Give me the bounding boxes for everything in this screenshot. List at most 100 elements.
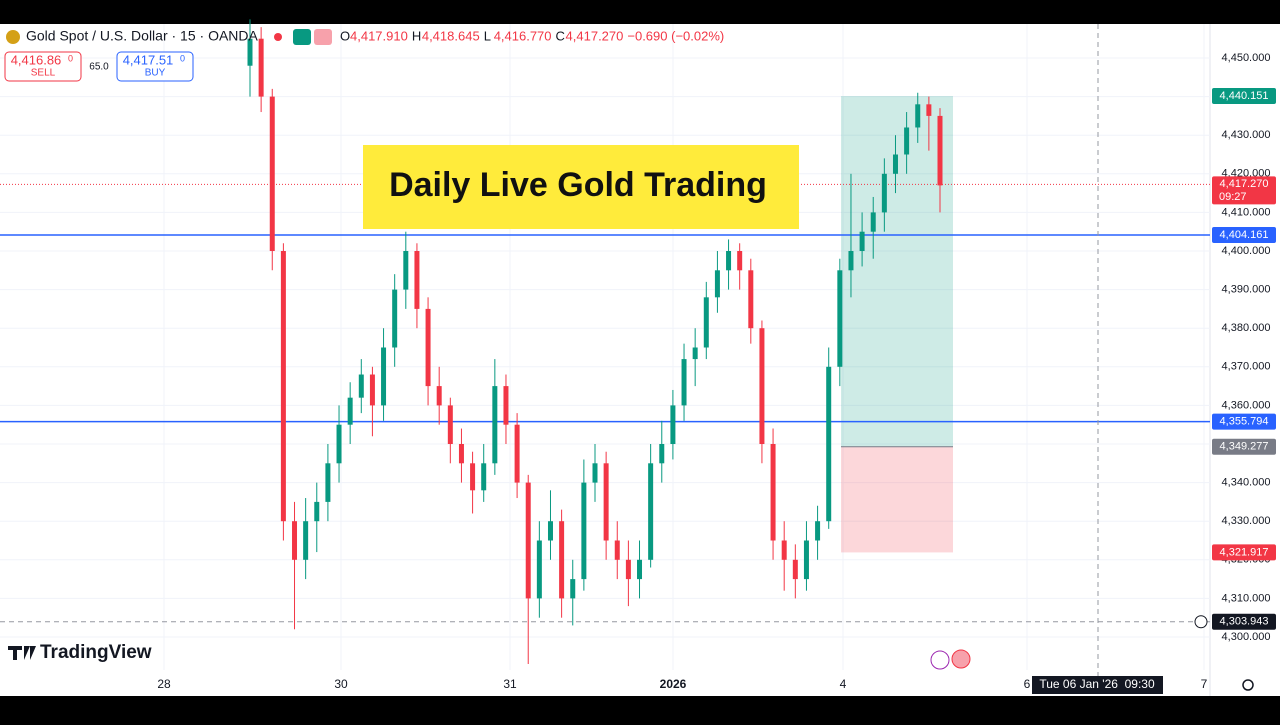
x-tick-label: 4 xyxy=(840,677,847,691)
candle-body xyxy=(648,463,654,560)
sell-button[interactable] xyxy=(4,51,82,82)
price-tag-label: 4,349.277 xyxy=(1220,441,1269,453)
buy-button[interactable] xyxy=(116,51,194,82)
status-dot xyxy=(274,33,282,41)
candle-body xyxy=(403,251,409,290)
candle-body xyxy=(937,115,943,186)
candle-body xyxy=(625,559,631,580)
candle-body xyxy=(292,521,298,560)
candle-body xyxy=(492,386,498,464)
candle-body xyxy=(770,444,776,541)
ohlc-value: 4,417.270 xyxy=(566,28,624,43)
candle-body xyxy=(247,38,253,66)
target-zone xyxy=(841,96,953,447)
candle-body xyxy=(737,251,743,271)
ohlc-key: L xyxy=(484,28,491,43)
candle-body xyxy=(280,251,286,522)
candle-body xyxy=(447,405,453,444)
banner-box xyxy=(363,145,799,229)
symbol-icon xyxy=(6,30,20,44)
candle-body xyxy=(570,579,576,599)
candle-body xyxy=(525,482,531,599)
candle-body xyxy=(303,521,309,560)
candle-body xyxy=(481,463,487,491)
candle-body xyxy=(670,405,676,444)
candle-body xyxy=(692,347,698,360)
ohlc-key: O xyxy=(340,28,350,43)
candle-body xyxy=(314,501,320,522)
event-icon[interactable] xyxy=(930,650,950,670)
candle-body xyxy=(826,366,832,522)
buy-price: 4,417.51 xyxy=(123,52,174,67)
plot xyxy=(0,19,1210,676)
ohlc-value: 4,418.645 xyxy=(422,28,480,43)
sell-label: SELL xyxy=(31,68,56,79)
candle-body xyxy=(436,386,442,406)
candle-body xyxy=(614,540,620,560)
y-tick-label: 4,450.000 xyxy=(1222,52,1271,64)
candle-body xyxy=(759,328,765,444)
price-tag-label: 4,404.161 xyxy=(1220,229,1269,241)
settings-icon[interactable] xyxy=(1242,679,1254,691)
candle-body xyxy=(603,463,609,541)
candle-body xyxy=(726,251,732,271)
candle-body xyxy=(503,386,509,425)
stop-zone xyxy=(841,446,953,553)
candle-body xyxy=(803,540,809,580)
price-tag-label: 4,321.917 xyxy=(1220,546,1269,558)
candle-body xyxy=(369,374,375,406)
market-open-icon xyxy=(293,29,311,45)
candle-body xyxy=(659,444,665,464)
logo-icon xyxy=(8,646,36,660)
candle-body xyxy=(848,251,854,271)
candle-body xyxy=(815,521,821,541)
x-tick-label: 28 xyxy=(157,677,171,691)
candle-body xyxy=(703,297,709,348)
flag-icon[interactable] xyxy=(951,649,971,669)
price-tag xyxy=(1212,88,1276,105)
sell-price: 4,416.86 xyxy=(11,52,62,67)
candle-body xyxy=(258,38,264,97)
price-tags: 4,404.161 4,355.794 4,440.151 4,349.277 4,32… xyxy=(1032,88,1276,694)
ohlc-value: 4,416.770 xyxy=(494,28,552,43)
candle-body xyxy=(559,521,565,599)
y-tick-label: 4,370.000 xyxy=(1222,361,1271,373)
price-tag xyxy=(1212,226,1276,243)
banner-text: Daily Live Gold Trading xyxy=(389,166,767,204)
candle-body xyxy=(470,463,476,491)
countdown: 09:27 xyxy=(1219,191,1247,203)
price-tag xyxy=(1212,413,1276,430)
symbol-title: Gold Spot / U.S. Dollar · 15 · OANDA xyxy=(26,28,259,44)
y-tick-label: 4,400.000 xyxy=(1222,245,1271,257)
crosshair-time: Tue 06 Jan '26 09:30 xyxy=(1039,677,1155,691)
candle-body xyxy=(414,251,420,309)
candle-body xyxy=(792,559,798,580)
candle-body xyxy=(859,231,865,251)
y-tick-label: 4,360.000 xyxy=(1222,399,1271,411)
price-tag-label: 4,417.270 xyxy=(1220,178,1269,190)
x-tick-label: 30 xyxy=(334,677,348,691)
buy-label: BUY xyxy=(145,68,166,79)
buy-pip: 0 xyxy=(180,53,185,63)
crosshair-time-box xyxy=(1032,676,1163,694)
y-tick-label: 4,410.000 xyxy=(1222,206,1271,218)
candle-body xyxy=(892,154,898,174)
candle-body xyxy=(681,359,687,406)
price-tag-label: 4,440.151 xyxy=(1220,90,1269,102)
price-tag-label: 4,355.794 xyxy=(1220,416,1269,428)
candle-body xyxy=(381,347,387,406)
candle-body xyxy=(637,559,643,580)
y-tick-label: 4,430.000 xyxy=(1222,129,1271,141)
candle-body xyxy=(881,173,887,213)
candle-body xyxy=(870,212,876,232)
candle-body xyxy=(714,270,720,298)
ohlc: O 4,417.910 H 4,418.645 L 4,416.770 C 4,417.270… xyxy=(340,28,724,43)
candle-body xyxy=(592,463,598,483)
candle-body xyxy=(458,444,464,464)
y-tick-label: 4,300.000 xyxy=(1222,631,1271,643)
candle-body xyxy=(536,540,542,599)
spread: 65.0 xyxy=(89,62,109,73)
ohlc-value: 4,417.910 xyxy=(350,28,408,43)
price-tag xyxy=(1212,176,1276,205)
